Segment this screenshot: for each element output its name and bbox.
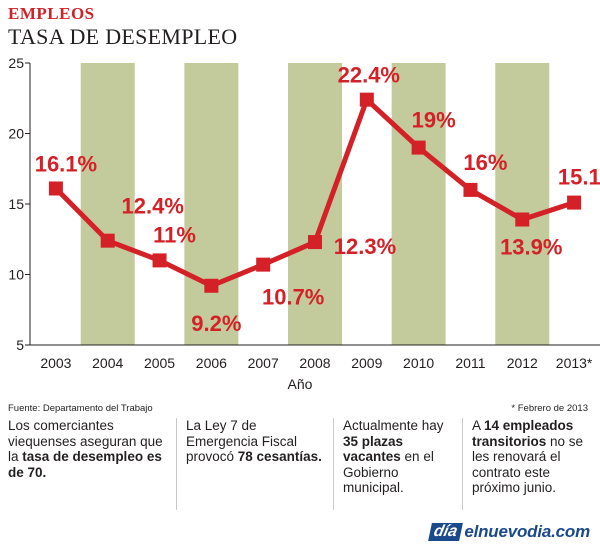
fact-1-highlight: tasa de desempleo es de 70.: [8, 449, 162, 480]
data-label-2011: 16%: [463, 150, 507, 175]
data-point-2008: [308, 235, 322, 250]
data-label-2009: 22.4%: [338, 63, 400, 88]
x-tick-label-2007: 2007: [248, 355, 279, 371]
x-axis-ticks: 2003 2004 2005 2006 2007 2008 2009 2010 2011 2012…: [40, 355, 593, 371]
data-point-2012: [515, 212, 530, 227]
data-label-2003: 16.1%: [35, 151, 97, 176]
band-2006: [184, 63, 239, 345]
y-axis-ticks: 5 10 15 20 25: [8, 55, 30, 353]
band-2004: [80, 63, 135, 345]
data-point-2010: [411, 140, 426, 155]
publisher-logo[interactable]: día elnuevodia.com: [428, 522, 590, 542]
data-point-2005: [152, 253, 167, 268]
data-label-2004: 12.4%: [122, 194, 184, 219]
y-tick-label-20: 20: [8, 126, 24, 142]
data-point-2006: [204, 278, 219, 293]
y-tick-label-15: 15: [8, 196, 24, 212]
x-tick-label-2010: 2010: [403, 355, 434, 371]
data-label-2010: 19%: [412, 108, 456, 133]
y-tick-label-10: 10: [8, 267, 24, 283]
data-label-2005: 11%: [153, 222, 196, 247]
logo-text: elnuevodia.com: [464, 522, 590, 541]
data-point-2011: [463, 182, 478, 197]
x-tick-label-2004: 2004: [92, 355, 123, 371]
data-label-2007: 10.7%: [262, 285, 324, 310]
band-2008: [288, 63, 342, 345]
fact-3-highlight: 35 plazas vacantes: [343, 433, 404, 465]
footnote: * Febrero de 2013: [511, 403, 588, 414]
data-point-2009: [359, 92, 374, 107]
x-tick-label-2005: 2005: [144, 355, 175, 371]
logo-mark: día: [428, 523, 464, 541]
facts-row: Los comerciantes viequenses aseguran que…: [0, 418, 600, 510]
fact-1-text: Los comerciantes viequenses aseguran que…: [8, 418, 163, 464]
series-markers: [48, 92, 582, 293]
band-2010: [391, 63, 446, 345]
data-point-2004: [100, 233, 115, 248]
y-tick-label-5: 5: [16, 337, 24, 353]
x-tick-label-2011: 2011: [455, 355, 485, 371]
fact-2: La Ley 7 de Emergencia Fiscal provocó 78…: [176, 418, 326, 510]
data-label-2008: 12.3%: [334, 234, 396, 259]
data-labels: 16.1% 12.4% 11% 9.2% 10.7% 12.3% 22.4% 19% 16% 13…: [35, 63, 600, 336]
data-label-2012: 13.9%: [500, 235, 562, 260]
x-tick-label-2008: 2008: [299, 355, 330, 371]
fact-3: Actualmente hay 35 plazas vacantes en el…: [333, 418, 455, 510]
x-tick-label-2013: 2013*: [556, 355, 593, 371]
fact-4-tail: no se les renovará el contrato este próx…: [472, 433, 584, 496]
source-note: Fuente: Departamento del Trabajo: [8, 403, 153, 414]
x-tick-label-2006: 2006: [196, 355, 227, 371]
chart-title: TASA DE DESEMPLEO: [8, 24, 238, 49]
fact-3-tail: en el Gobierno municipal.: [343, 449, 434, 495]
fact-2-text: La Ley 7 de Emergencia Fiscal provocó: [186, 418, 298, 464]
x-tick-label-2012: 2012: [507, 355, 538, 371]
x-tick-label-2003: 2003: [40, 355, 71, 371]
section-kicker: EMPLEOS: [8, 4, 95, 23]
band-2012: [495, 63, 550, 345]
data-label-2006: 9.2%: [191, 311, 241, 336]
fact-1: Los comerciantes viequenses aseguran que…: [0, 418, 168, 510]
x-axis-label: Año: [288, 376, 313, 392]
data-point-2013: [567, 195, 582, 210]
shaded-year-bands: [80, 63, 550, 345]
fact-2-highlight: 78 cesantías.: [237, 449, 322, 464]
y-tick-label-25: 25: [8, 55, 24, 71]
fact-3-text: Actualmente hay: [343, 418, 444, 433]
x-tick-label-2009: 2009: [351, 355, 382, 371]
data-point-2003: [48, 181, 63, 196]
data-label-2013: 15.1%: [558, 165, 600, 190]
data-point-2007: [256, 257, 271, 272]
fact-4: A 14 empleados transitorios no se les re…: [462, 418, 594, 510]
fact-4-highlight: 14 empleados transitorios: [472, 418, 574, 449]
fact-4-text: A: [472, 418, 485, 433]
